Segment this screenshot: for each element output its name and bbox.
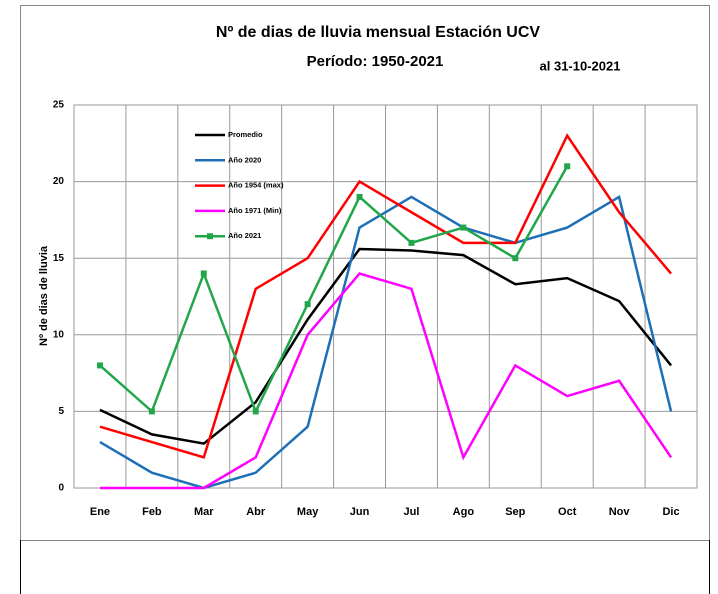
x-tick-label: May xyxy=(297,506,319,518)
x-tick-label: Dic xyxy=(662,506,679,518)
legend-label: Año 2021 xyxy=(228,231,261,240)
x-tick-label: Mar xyxy=(194,506,214,518)
series-line xyxy=(99,165,569,415)
x-tick-label: Ago xyxy=(453,506,475,518)
series-line xyxy=(99,247,673,445)
y-tick-label: 25 xyxy=(53,100,65,111)
x-tick-label: Feb xyxy=(142,506,162,518)
x-tick-label: Jul xyxy=(404,506,420,518)
y-tick-label: 15 xyxy=(53,253,65,264)
x-tick-label: Abr xyxy=(246,506,266,518)
series-line xyxy=(99,194,673,490)
point-marker xyxy=(460,224,467,231)
x-tick-label: Ene xyxy=(90,506,110,518)
chart-frame xyxy=(20,5,710,541)
point-marker xyxy=(252,408,259,415)
series-line xyxy=(99,272,673,490)
y-axis-label: Nº de dias de lluvia xyxy=(38,245,50,346)
legend-label: Año 1954 (max) xyxy=(228,181,284,190)
y-tick-label: 5 xyxy=(58,406,64,417)
y-tick-label: 10 xyxy=(53,329,65,340)
chart-title: Nº de dias de lluvia mensual Estación UC… xyxy=(216,24,540,41)
point-marker xyxy=(564,163,571,170)
x-tick-label: Nov xyxy=(609,506,631,518)
point-marker xyxy=(148,408,155,415)
legend-marker xyxy=(207,233,213,240)
point-marker xyxy=(408,239,415,246)
series-line xyxy=(99,133,672,459)
y-tick-label: 20 xyxy=(53,176,65,187)
x-tick-label: Jun xyxy=(350,506,370,518)
x-tick-label: Sep xyxy=(505,506,525,518)
x-tick-label: Oct xyxy=(558,506,577,518)
legend-label: Año 2020 xyxy=(228,155,261,164)
point-marker xyxy=(304,301,311,308)
annotation: al 31-10-2021 xyxy=(540,58,621,73)
point-marker xyxy=(200,270,207,277)
chart-subtitle: Período: 1950-2021 xyxy=(307,53,444,70)
point-marker xyxy=(356,193,363,200)
plot-frame xyxy=(73,104,698,489)
point-marker xyxy=(512,255,519,262)
legend-label: Promedio xyxy=(228,130,263,139)
point-marker xyxy=(96,362,103,369)
legend-label: Año 1971 (Min) xyxy=(228,206,282,215)
y-tick-label: 0 xyxy=(58,483,64,494)
